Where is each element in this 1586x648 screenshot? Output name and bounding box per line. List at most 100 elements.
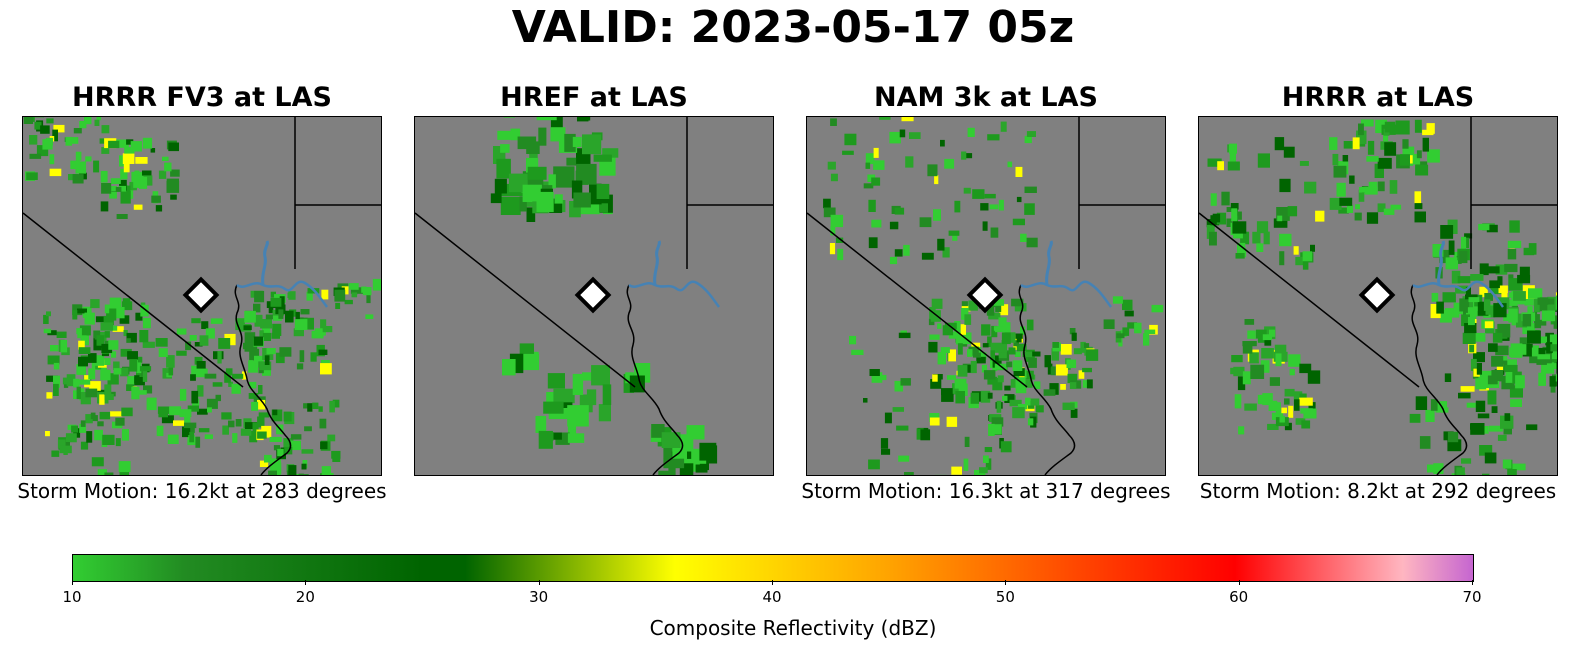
echo-cell (881, 374, 887, 381)
echo-cell (823, 207, 836, 218)
echo-cell (979, 352, 987, 360)
echo-cell (894, 249, 903, 257)
echo-cell (1503, 425, 1512, 435)
echo-cell (1252, 231, 1261, 244)
echo-cell (1475, 332, 1486, 342)
echo-cell (1078, 370, 1085, 379)
echo-cell (104, 394, 114, 400)
echo-cell (948, 331, 961, 339)
echo-cell (1402, 139, 1409, 149)
echo-cell (93, 160, 100, 173)
echo-cell (567, 433, 585, 443)
echo-cell (1269, 329, 1276, 337)
echo-cell (299, 350, 305, 363)
echo-cell (1486, 381, 1500, 388)
echo-cell (351, 292, 358, 298)
echo-cell (1395, 120, 1410, 135)
echo-cell (1509, 220, 1520, 233)
echo-cell (197, 408, 208, 415)
echo-cell (1479, 286, 1488, 298)
echo-cell (123, 330, 128, 337)
echo-cell (110, 411, 123, 417)
echo-cell (107, 373, 119, 385)
echo-cell (500, 197, 521, 215)
echo-cell (1209, 231, 1217, 246)
echo-cell (623, 373, 635, 393)
echo-cell (1533, 298, 1541, 313)
echo-cell (1479, 263, 1489, 276)
echo-cell (84, 312, 95, 325)
echo-cell (1425, 409, 1435, 422)
echo-cell (937, 238, 945, 251)
echo-cell (307, 403, 313, 412)
echo-cell (224, 371, 231, 383)
echo-cell (120, 191, 131, 204)
echo-cell (564, 133, 576, 152)
echo-cell (80, 392, 91, 405)
station-marker-icon (966, 276, 1004, 314)
echo-cell (1524, 295, 1534, 306)
echo-cell (100, 369, 111, 381)
echo-cell (946, 416, 958, 427)
echo-cell (871, 177, 881, 186)
echo-cell (1508, 308, 1518, 323)
echo-cell (931, 298, 943, 309)
echo-cell (991, 325, 998, 338)
echo-cell (56, 331, 67, 338)
echo-cell (1552, 363, 1557, 369)
echo-cell (96, 117, 102, 121)
echo-cell (672, 443, 687, 464)
echo-cell (156, 425, 164, 437)
echo-cell (1364, 186, 1378, 195)
echo-cell (218, 338, 231, 349)
echo-cell (221, 412, 232, 420)
echo-cell (1463, 306, 1469, 318)
echo-cell (1550, 344, 1557, 352)
echo-cell (1275, 353, 1282, 367)
echo-cell (1533, 314, 1540, 323)
map-hrrr-fv3 (22, 116, 382, 476)
echo-cell (982, 343, 989, 348)
echo-cell (880, 438, 889, 449)
echo-cell (932, 374, 938, 382)
echo-cell (1339, 197, 1353, 206)
echo-cell (1268, 400, 1278, 411)
echo-cell (142, 317, 151, 329)
echo-cell (225, 368, 233, 376)
echo-cell (1013, 368, 1025, 377)
echo-cell (990, 342, 1002, 353)
colorbar-tick-label: 70 (1462, 588, 1482, 606)
storm-motion-text: Storm Motion: 16.2kt at 283 degrees (17, 479, 387, 503)
echo-cell (1439, 249, 1450, 264)
echo-cell (1051, 348, 1059, 361)
echo-cell (80, 333, 89, 346)
echo-cell (97, 469, 107, 475)
echo-cell (1249, 352, 1259, 364)
echo-cell (248, 360, 258, 373)
echo-cell (124, 147, 135, 154)
echo-cluster (823, 117, 1164, 475)
echo-cell (572, 373, 584, 395)
echo-cell (93, 330, 101, 339)
echo-cell (1284, 388, 1295, 397)
echo-cell (1473, 368, 1480, 377)
echo-cell (933, 209, 941, 221)
echo-cell (837, 248, 844, 261)
echo-cell (929, 334, 940, 340)
echo-cell (993, 299, 1005, 306)
echo-cell (1299, 397, 1313, 406)
echo-cell (987, 336, 992, 348)
echo-cell (1060, 384, 1066, 390)
echo-cell (278, 309, 284, 319)
echo-cell (1436, 301, 1444, 314)
echo-cell (1426, 123, 1435, 134)
echo-cell (191, 318, 201, 324)
echo-cell (142, 371, 148, 382)
echo-cell (1015, 377, 1026, 390)
echo-cell (126, 384, 135, 391)
echo-cell (1540, 375, 1546, 384)
echo-cell (1416, 150, 1422, 159)
echo-cell (86, 431, 93, 443)
echo-cell (1009, 399, 1022, 407)
echo-cell (272, 312, 282, 321)
